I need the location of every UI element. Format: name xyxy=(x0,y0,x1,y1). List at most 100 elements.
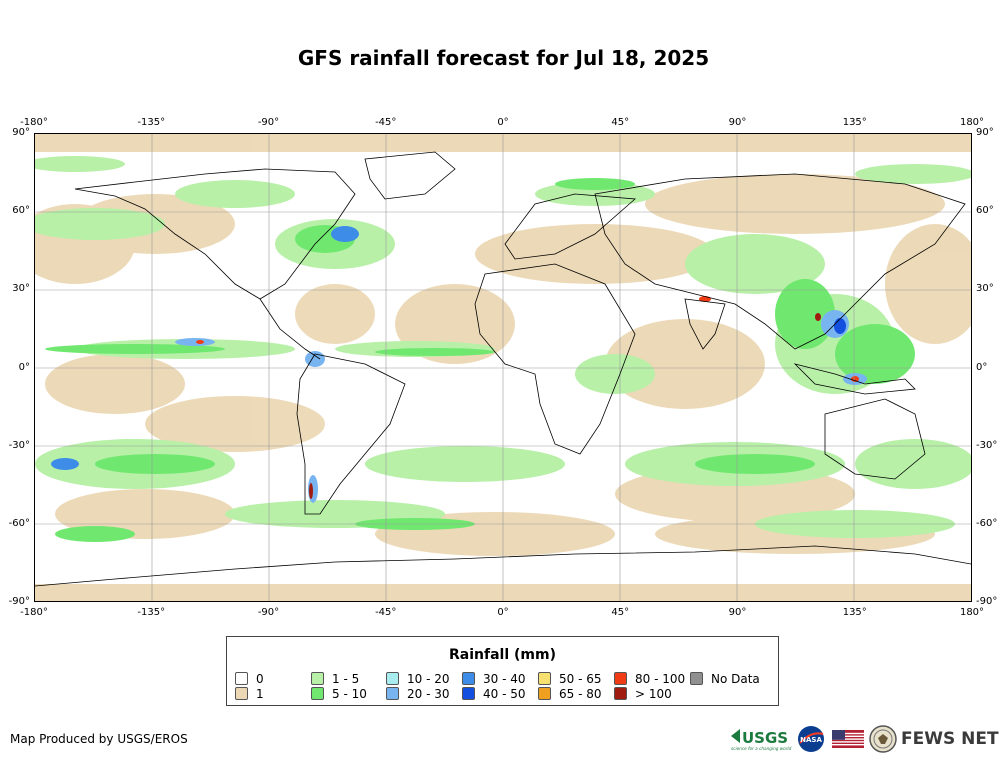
lat-tick-label: 60° xyxy=(976,205,994,217)
lon-tick-label: -180° xyxy=(20,607,48,618)
legend-label: 1 xyxy=(256,687,264,701)
legend-item: 0 xyxy=(235,672,264,686)
north-america-outline xyxy=(74,168,356,300)
lon-tick-label: -135° xyxy=(137,607,166,618)
europe-outline xyxy=(504,193,636,260)
legend-label: 0 xyxy=(256,672,264,686)
lat-tick-label: 0° xyxy=(976,361,988,373)
lon-tick-label: 180° xyxy=(959,607,985,618)
nasa-logo: NASA xyxy=(797,725,825,753)
legend-item: No Data xyxy=(690,672,760,686)
legend-label: 1 - 5 xyxy=(332,672,360,686)
lat-tick-label: -30° xyxy=(976,439,998,451)
lon-tick-label: 45° xyxy=(611,117,630,128)
antarctica-outline xyxy=(35,545,971,587)
legend-swatch xyxy=(614,687,627,700)
legend-swatch xyxy=(462,672,475,685)
usgs-wordmark: USGS xyxy=(742,729,788,747)
lon-tick-label: 135° xyxy=(842,607,867,618)
lat-tick-label: 0° xyxy=(18,361,30,373)
legend-item: 80 - 100 xyxy=(614,672,685,686)
lon-tick-label: 180° xyxy=(959,117,985,128)
lat-tick-label: -60° xyxy=(8,517,30,529)
legend-item: > 100 xyxy=(614,687,672,701)
legend-item: 10 - 20 xyxy=(386,672,450,686)
legend-label: 80 - 100 xyxy=(635,672,686,686)
fews-net-wordmark: FEWS NET xyxy=(901,729,999,749)
legend-label: 10 - 20 xyxy=(407,672,450,686)
coastlines xyxy=(35,151,971,587)
lat-tick-label: -90° xyxy=(976,596,998,607)
map-credit: Map Produced by USGS/EROS xyxy=(10,732,188,746)
africa-outline xyxy=(474,263,636,455)
legend-item: 1 - 5 xyxy=(311,672,359,686)
legend-label: No Data xyxy=(711,672,760,686)
rainfall-map[interactable] xyxy=(34,133,972,602)
graticule xyxy=(35,134,971,601)
lon-tick-label: -135° xyxy=(137,117,166,128)
legend-label: 50 - 65 xyxy=(559,672,602,686)
legend-swatch xyxy=(311,687,324,700)
india-outline xyxy=(684,298,726,350)
legend-swatch xyxy=(311,672,324,685)
lat-tick-label: 60° xyxy=(12,205,30,217)
asia-outline xyxy=(594,173,966,350)
legend-item: 5 - 10 xyxy=(311,687,367,701)
rain-5-10mm-layer xyxy=(45,178,915,542)
legend-swatch xyxy=(462,687,475,700)
lon-tick-label: -180° xyxy=(20,117,48,128)
legend-swatch xyxy=(538,687,551,700)
legend-item: 20 - 30 xyxy=(386,687,450,701)
lat-tick-label: -90° xyxy=(8,596,30,607)
us-flag-icon xyxy=(832,730,864,748)
legend-swatch xyxy=(235,672,248,685)
rainfall-map-canvas xyxy=(35,134,971,601)
legend-item: 50 - 65 xyxy=(538,672,602,686)
lat-tick-label: 90° xyxy=(12,127,30,138)
lon-tick-label: -45° xyxy=(375,607,397,618)
legend-title: Rainfall (mm) xyxy=(449,647,556,663)
legend-item: 30 - 40 xyxy=(462,672,526,686)
lat-tick-label: 30° xyxy=(12,283,30,295)
australia-outline xyxy=(824,398,926,480)
indonesia-outline xyxy=(793,363,916,395)
usgs-tagline: science for a changing world xyxy=(731,746,792,751)
lon-tick-label: 135° xyxy=(842,117,867,128)
legend-item: 65 - 80 xyxy=(538,687,602,701)
legend-item: 40 - 50 xyxy=(462,687,526,701)
map-title: GFS rainfall forecast for Jul 18, 2025 xyxy=(297,46,710,70)
legend-label: > 100 xyxy=(635,687,672,701)
lat-tick-label: -60° xyxy=(976,517,998,529)
central-america-outline xyxy=(259,298,321,360)
legend-swatch xyxy=(614,672,627,685)
lon-tick-label: -90° xyxy=(257,117,280,128)
lon-tick-label: -45° xyxy=(375,117,397,128)
legend-label: 20 - 30 xyxy=(407,687,450,701)
lon-tick-label: 0° xyxy=(497,607,509,618)
legend-swatch xyxy=(690,672,703,685)
legend-label: 65 - 80 xyxy=(559,687,602,701)
legend-label: 5 - 10 xyxy=(332,687,367,701)
legend-label: 30 - 40 xyxy=(483,672,526,686)
legend-swatch xyxy=(235,687,248,700)
legend: Rainfall (mm) 0 1 1 - 5 5 - 10 10 - 20 2… xyxy=(226,636,779,706)
legend-label: 40 - 50 xyxy=(483,687,526,701)
greenland-outline xyxy=(364,151,456,200)
state-department-seal-icon xyxy=(869,725,897,753)
lon-tick-label: -90° xyxy=(257,607,280,618)
legend-swatch xyxy=(386,687,399,700)
nasa-wordmark: NASA xyxy=(800,736,822,744)
legend-item: 1 xyxy=(235,687,264,701)
legend-swatch xyxy=(538,672,551,685)
fews-net-logo: FEWS NET xyxy=(901,729,999,749)
lon-tick-label: 0° xyxy=(497,117,509,128)
legend-swatch xyxy=(386,672,399,685)
lon-tick-label: 45° xyxy=(611,607,630,618)
south-america-outline xyxy=(296,353,406,515)
lon-tick-label: 90° xyxy=(728,117,747,128)
lat-tick-label: 90° xyxy=(976,127,994,138)
lat-tick-label: 30° xyxy=(976,283,994,295)
usgs-logo: USGS science for a changing world xyxy=(730,726,794,752)
lat-tick-label: -30° xyxy=(8,439,30,451)
lon-tick-label: 90° xyxy=(728,607,747,618)
